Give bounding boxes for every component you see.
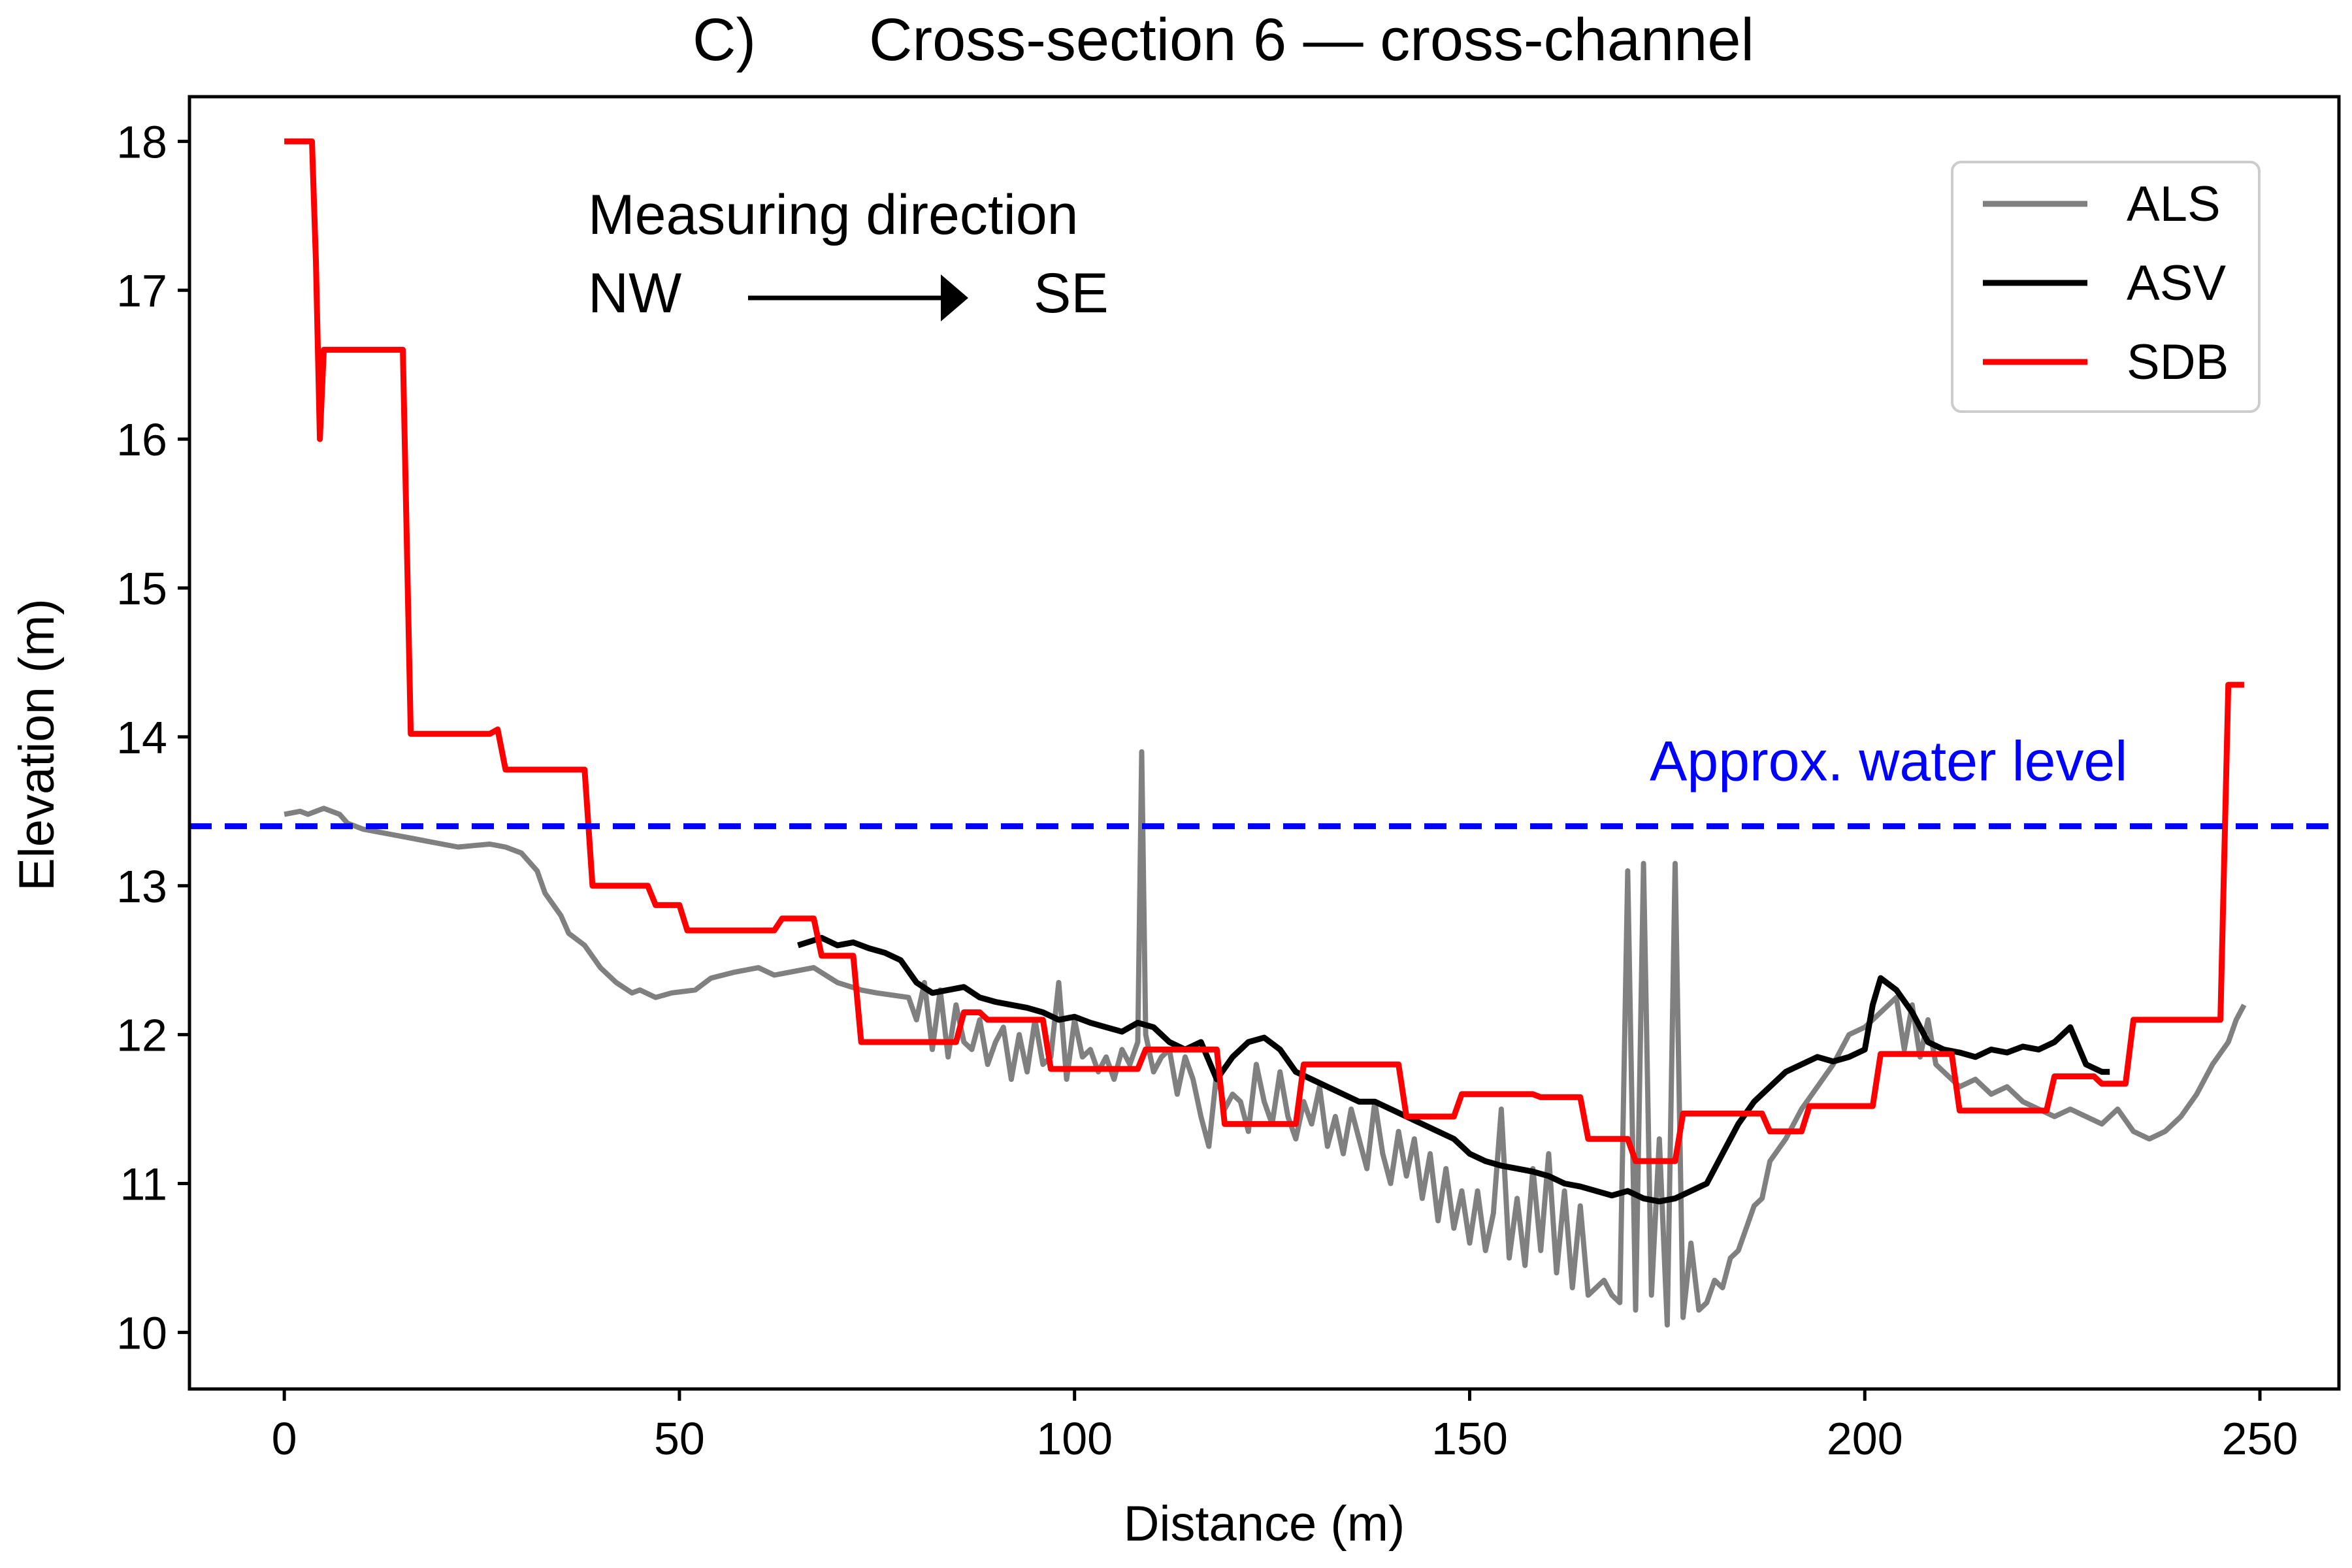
y-tick-label: 11 [120, 1159, 167, 1210]
x-tick-label: 200 [1827, 1413, 1903, 1464]
y-tick-label: 10 [116, 1307, 167, 1358]
direction-arrow-icon [941, 274, 968, 321]
direction-from-label: NW [588, 262, 681, 325]
y-tick-label: 12 [116, 1010, 167, 1061]
y-tick-label: 17 [116, 265, 167, 316]
legend: ALS ASV SDB [1951, 161, 2261, 413]
series-line-asv [797, 935, 2110, 1205]
y-tick-label: 16 [116, 414, 167, 465]
legend-label-als: ALS [2127, 176, 2221, 232]
y-tick-label: 13 [116, 861, 167, 912]
x-tick-label: 0 [272, 1413, 297, 1464]
legend-box [1951, 161, 2261, 413]
x-tick-label: 50 [654, 1413, 705, 1464]
series-line-als [284, 749, 2247, 1328]
y-tick-label: 15 [116, 563, 167, 614]
direction-to-label: SE [1034, 262, 1109, 325]
series-layer [284, 138, 2247, 1328]
x-axis-label: Distance (m) [1124, 1496, 1405, 1552]
legend-label-asv: ASV [2127, 255, 2226, 311]
measuring-direction-title: Measuring direction [588, 184, 1078, 246]
x-axis: 0 50 100 150 200 250 [272, 1389, 2298, 1464]
y-axis-label: Elevation (m) [9, 598, 65, 891]
y-tick-label: 18 [116, 116, 167, 167]
y-axis: 10 11 12 13 14 15 16 17 18 [116, 116, 189, 1358]
water-level-label: Approx. water level [1650, 730, 2127, 793]
panel-label: C) [693, 7, 756, 73]
legend-label-sdb: SDB [2127, 335, 2229, 390]
x-tick-label: 250 [2222, 1413, 2298, 1464]
plot-frame [188, 95, 2341, 1391]
series-line-sdb [284, 138, 2244, 1164]
x-tick-label: 100 [1036, 1413, 1113, 1464]
x-tick-label: 150 [1431, 1413, 1508, 1464]
y-tick-label: 14 [116, 712, 167, 763]
chart-title: Cross-section 6 — cross-channel [869, 7, 1754, 73]
